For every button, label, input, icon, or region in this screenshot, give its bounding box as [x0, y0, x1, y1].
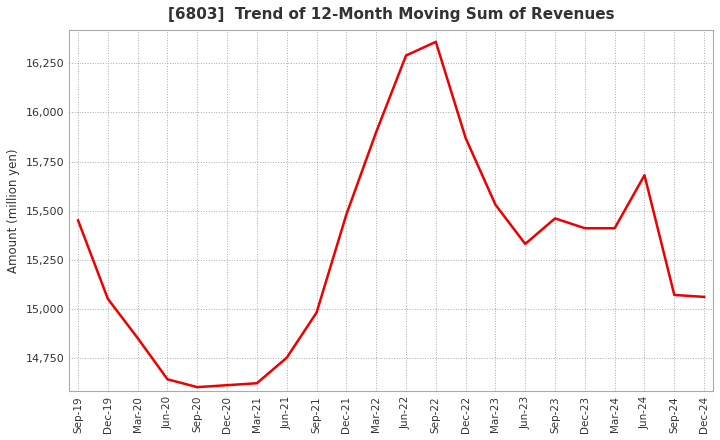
Title: [6803]  Trend of 12-Month Moving Sum of Revenues: [6803] Trend of 12-Month Moving Sum of R…: [168, 7, 614, 22]
Y-axis label: Amount (million yen): Amount (million yen): [7, 148, 20, 273]
